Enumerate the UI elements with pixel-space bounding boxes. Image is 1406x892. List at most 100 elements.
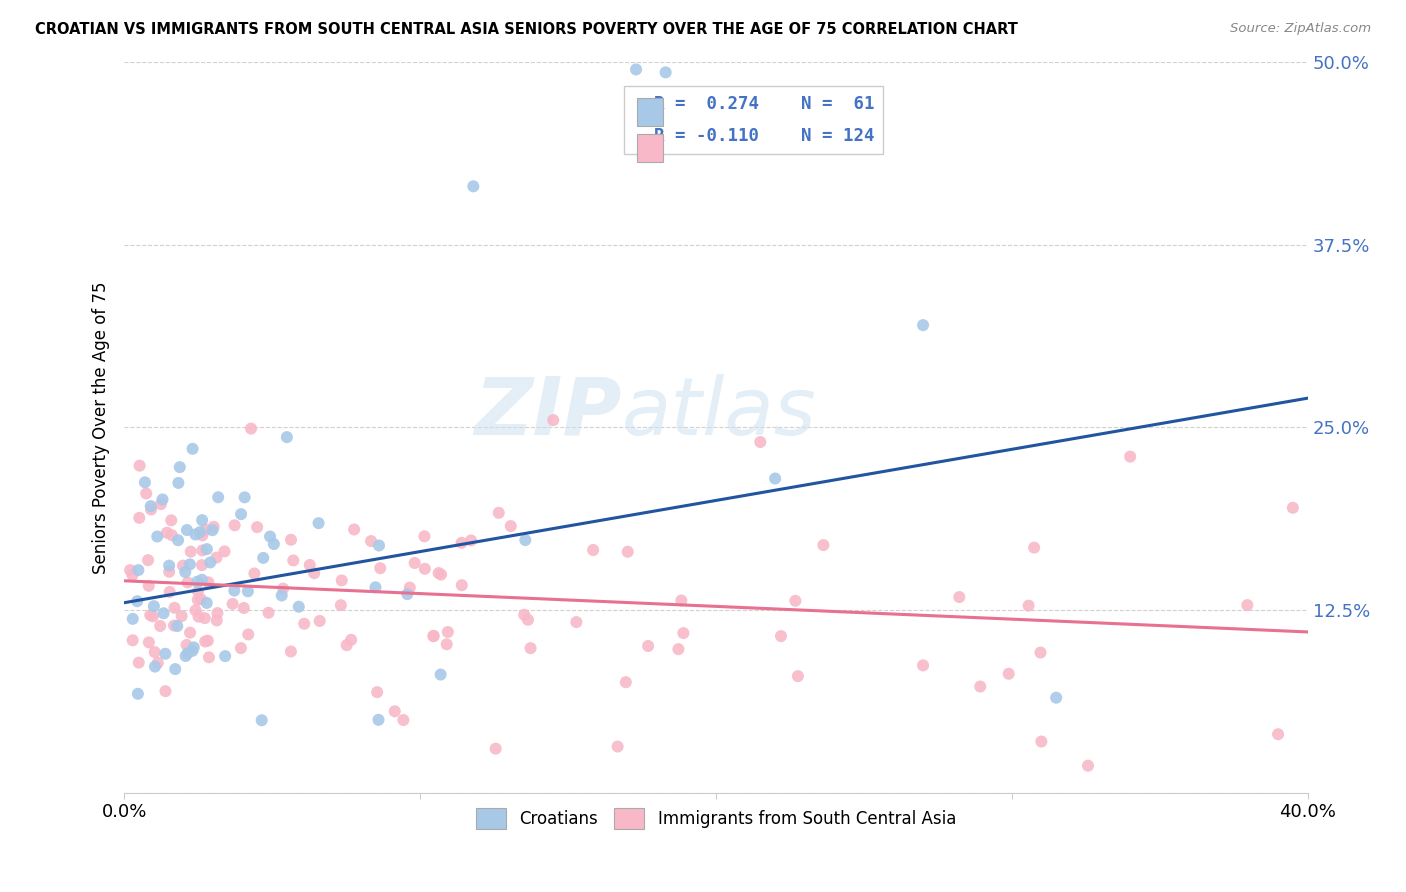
Point <box>191 543 214 558</box>
Point <box>384 704 406 718</box>
Point <box>186 574 208 589</box>
Point <box>229 641 252 656</box>
Y-axis label: Seniors Poverty Over the Age of 75: Seniors Poverty Over the Age of 75 <box>93 281 110 574</box>
Point <box>155 647 177 661</box>
Point <box>134 475 156 490</box>
Point <box>1018 599 1040 613</box>
Point <box>180 544 202 558</box>
Point <box>292 616 315 631</box>
Point <box>396 587 419 601</box>
FancyBboxPatch shape <box>637 98 662 126</box>
Point <box>198 650 221 665</box>
Point <box>582 543 605 558</box>
Point <box>763 471 786 485</box>
Point <box>398 581 420 595</box>
Point <box>157 565 180 579</box>
Point <box>200 556 222 570</box>
Point <box>429 667 451 681</box>
Point <box>167 475 190 490</box>
Point <box>157 558 180 573</box>
Point <box>176 523 198 537</box>
Point <box>177 646 200 660</box>
Point <box>221 597 243 611</box>
Point <box>138 579 160 593</box>
Point <box>195 596 218 610</box>
Point <box>298 558 321 572</box>
Point <box>450 578 472 592</box>
Point <box>948 590 970 604</box>
Point <box>404 556 426 570</box>
Point <box>308 614 330 628</box>
Point <box>367 713 389 727</box>
Point <box>250 713 273 727</box>
Point <box>236 584 259 599</box>
Point <box>207 490 229 504</box>
Point <box>565 615 588 629</box>
Point <box>138 635 160 649</box>
Point <box>912 318 935 332</box>
Point <box>436 637 458 651</box>
Point <box>654 65 676 79</box>
Point <box>143 645 166 659</box>
Point <box>614 675 637 690</box>
Point <box>606 739 628 754</box>
Point <box>624 62 647 77</box>
Point <box>152 492 174 507</box>
Point <box>366 685 388 699</box>
Point <box>152 607 174 621</box>
Point <box>283 553 305 567</box>
Point <box>170 609 193 624</box>
Point <box>188 525 211 540</box>
Point <box>969 680 991 694</box>
Point <box>672 626 695 640</box>
Point <box>280 644 302 658</box>
Point <box>163 618 186 632</box>
Point <box>413 529 436 543</box>
Point <box>413 562 436 576</box>
Point <box>194 634 217 648</box>
Point <box>243 566 266 581</box>
Point <box>785 594 807 608</box>
Point <box>813 538 835 552</box>
Point <box>541 413 564 427</box>
Point <box>499 519 522 533</box>
Point <box>224 518 246 533</box>
Point <box>191 558 214 573</box>
Point <box>422 629 444 643</box>
Point <box>139 499 162 513</box>
Point <box>174 565 197 579</box>
Point <box>287 599 309 614</box>
Point <box>139 608 162 623</box>
Point <box>142 599 165 614</box>
Point <box>169 460 191 475</box>
Point <box>1282 500 1305 515</box>
Point <box>197 633 219 648</box>
Point <box>257 606 280 620</box>
Point <box>364 580 387 594</box>
Point <box>637 639 659 653</box>
Point <box>485 741 508 756</box>
Point <box>232 601 254 615</box>
Text: Source: ZipAtlas.com: Source: ZipAtlas.com <box>1230 22 1371 36</box>
Point <box>202 520 225 534</box>
Point <box>156 525 179 540</box>
Point <box>183 640 205 655</box>
Point <box>259 529 281 543</box>
Text: CROATIAN VS IMMIGRANTS FROM SOUTH CENTRAL ASIA SENIORS POVERTY OVER THE AGE OF 7: CROATIAN VS IMMIGRANTS FROM SOUTH CENTRA… <box>35 22 1018 37</box>
Point <box>163 600 186 615</box>
FancyBboxPatch shape <box>637 135 662 162</box>
Point <box>1077 758 1099 772</box>
Point <box>190 592 212 607</box>
Point <box>149 619 172 633</box>
Point <box>336 638 359 652</box>
Point <box>174 648 197 663</box>
Point <box>201 523 224 537</box>
Point <box>127 687 149 701</box>
Point <box>146 529 169 543</box>
Point <box>194 611 217 625</box>
Point <box>276 430 298 444</box>
Point <box>172 558 194 573</box>
Point <box>1024 541 1046 555</box>
Point <box>187 609 209 624</box>
Point <box>671 593 693 607</box>
